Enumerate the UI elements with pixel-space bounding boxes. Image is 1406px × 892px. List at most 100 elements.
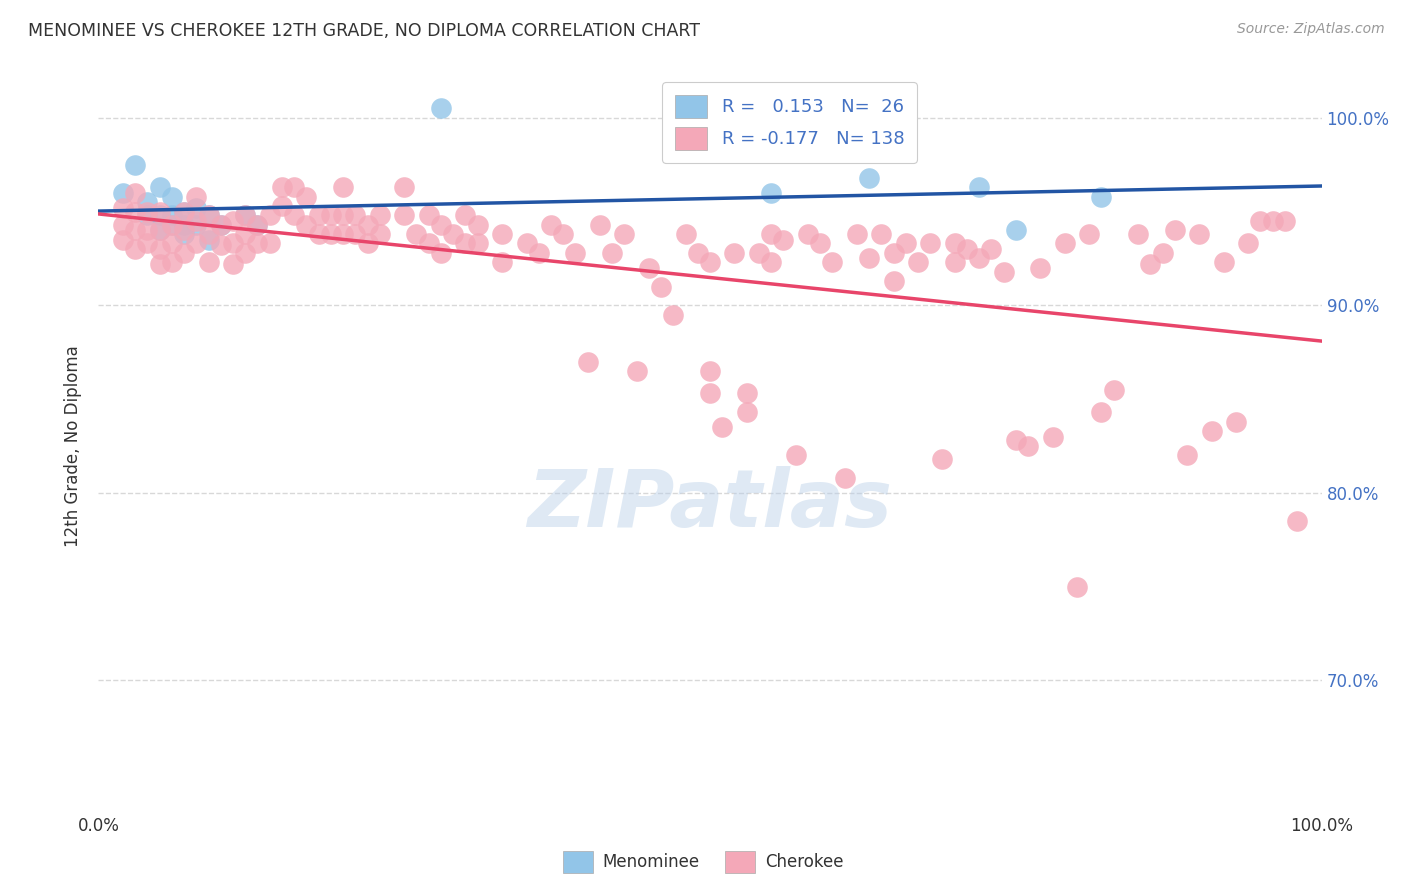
Point — [1164, 223, 1187, 237]
Point — [368, 227, 391, 241]
Point — [173, 204, 195, 219]
Point — [808, 236, 831, 251]
Point — [186, 218, 208, 232]
Point — [454, 208, 477, 222]
Point — [173, 223, 195, 237]
Point — [626, 364, 648, 378]
Point — [650, 279, 672, 293]
Point — [430, 245, 453, 260]
Text: Source: ZipAtlas.com: Source: ZipAtlas.com — [1237, 22, 1385, 37]
Point — [1004, 223, 1026, 237]
Point — [883, 274, 905, 288]
Point — [332, 227, 354, 241]
Point — [699, 386, 721, 401]
Point — [186, 189, 208, 203]
Point — [124, 242, 146, 256]
Point — [295, 218, 318, 232]
Point — [186, 214, 208, 228]
Point — [233, 208, 256, 222]
Point — [173, 245, 195, 260]
Point — [1066, 580, 1088, 594]
Point — [772, 233, 794, 247]
Point — [283, 208, 305, 222]
Point — [967, 252, 990, 266]
Point — [527, 245, 550, 260]
Point — [711, 420, 734, 434]
Point — [246, 236, 269, 251]
Point — [111, 218, 134, 232]
Point — [319, 227, 342, 241]
Point — [515, 236, 537, 251]
Point — [124, 158, 146, 172]
Point — [589, 218, 612, 232]
Point — [907, 255, 929, 269]
Point — [1212, 255, 1234, 269]
Point — [222, 257, 245, 271]
Point — [111, 233, 134, 247]
Point — [197, 208, 219, 222]
Point — [356, 236, 378, 251]
Point — [344, 208, 367, 222]
Point — [993, 264, 1015, 278]
Point — [761, 186, 783, 200]
Point — [1274, 214, 1296, 228]
Point — [723, 245, 745, 260]
Point — [259, 208, 281, 222]
Point — [956, 242, 979, 256]
Point — [149, 242, 172, 256]
Point — [797, 227, 820, 241]
Point — [553, 227, 575, 241]
Point — [136, 223, 159, 237]
Legend: R =   0.153   N=  26, R = -0.177   N= 138: R = 0.153 N= 26, R = -0.177 N= 138 — [662, 82, 917, 162]
Point — [613, 227, 636, 241]
Point — [209, 218, 232, 232]
Point — [1225, 415, 1247, 429]
Point — [600, 245, 623, 260]
Point — [186, 201, 208, 215]
Point — [197, 255, 219, 269]
Point — [392, 208, 416, 222]
Point — [124, 223, 146, 237]
Point — [308, 227, 330, 241]
Point — [222, 236, 245, 251]
Point — [540, 218, 562, 232]
Point — [124, 204, 146, 219]
Point — [418, 208, 440, 222]
Point — [1017, 439, 1039, 453]
Point — [748, 245, 770, 260]
Point — [173, 218, 195, 232]
Point — [943, 236, 966, 251]
Point — [173, 227, 195, 241]
Point — [1175, 449, 1198, 463]
Point — [1042, 429, 1064, 443]
Point — [136, 208, 159, 222]
Point — [124, 186, 146, 200]
Point — [149, 180, 172, 194]
Point — [259, 236, 281, 251]
Point — [564, 245, 586, 260]
Point — [136, 236, 159, 251]
Point — [111, 201, 134, 215]
Point — [160, 255, 183, 269]
Point — [943, 255, 966, 269]
Point — [858, 170, 880, 185]
Point — [209, 238, 232, 252]
Point — [430, 102, 453, 116]
Point — [319, 208, 342, 222]
Point — [160, 236, 183, 251]
Point — [931, 452, 953, 467]
Point — [1261, 214, 1284, 228]
Point — [883, 245, 905, 260]
Point — [454, 236, 477, 251]
Point — [1139, 257, 1161, 271]
Point — [233, 245, 256, 260]
Point — [136, 204, 159, 219]
Point — [149, 204, 172, 219]
Point — [270, 199, 294, 213]
Point — [308, 208, 330, 222]
Point — [405, 227, 427, 241]
Point — [1286, 514, 1309, 528]
Point — [967, 180, 990, 194]
Point — [894, 236, 917, 251]
Point — [332, 180, 354, 194]
